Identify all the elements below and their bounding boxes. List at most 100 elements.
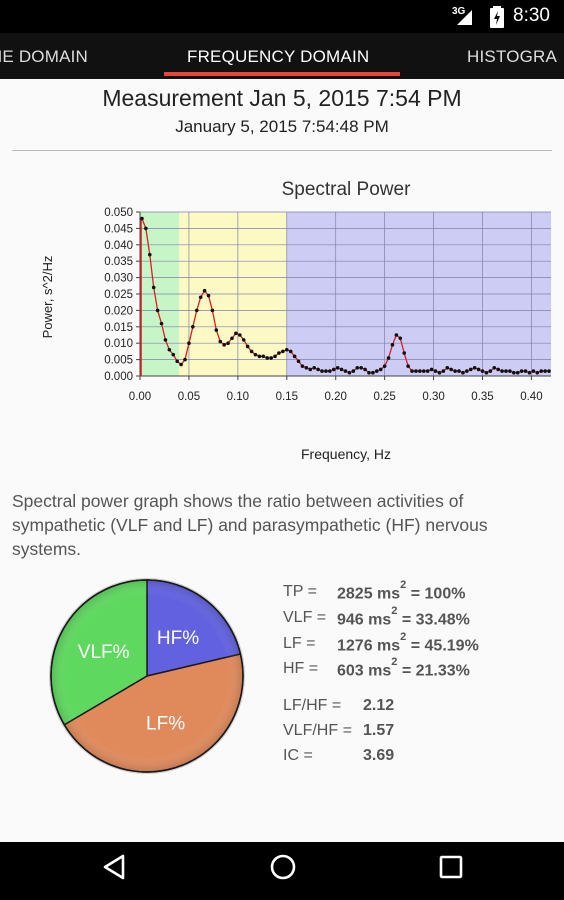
data-point: [296, 359, 301, 364]
description-text: Spectral power graph shows the ratio bet…: [12, 491, 488, 559]
data-point: [187, 341, 191, 345]
data-point: [398, 336, 403, 341]
data-point: [367, 370, 371, 375]
spectral-power-chart: Spectral Power Power, s^2/Hz Frequency, …: [40, 179, 551, 462]
y-tick-label: 0.010: [104, 338, 133, 350]
tab-histogram[interactable]: HISTOGRA: [467, 47, 558, 66]
hrv-pie-chart: HF% LF% VLF%: [49, 578, 245, 774]
data-point: [339, 367, 344, 372]
data-point: [394, 333, 399, 337]
recents-square-icon[interactable]: [437, 852, 465, 882]
data-point: [519, 369, 524, 373]
data-point: [281, 349, 285, 354]
data-point: [218, 339, 223, 344]
data-point: [328, 369, 332, 373]
data-point: [147, 252, 152, 257]
data-point: [441, 369, 446, 373]
data-point: [163, 338, 168, 342]
data-point: [543, 369, 547, 373]
data-point: [210, 308, 215, 313]
data-point: [308, 367, 313, 372]
data-point: [253, 352, 258, 357]
data-point: [191, 325, 195, 329]
navigation-bar: [0, 842, 564, 900]
data-point: [488, 369, 493, 373]
data-point: [179, 362, 183, 367]
x-tick-label: 0.00: [129, 391, 151, 403]
y-tick-label: 0.035: [104, 256, 133, 268]
x-tick-label: 0.25: [373, 391, 395, 403]
data-point: [284, 347, 289, 352]
chart-title: Spectral Power: [282, 179, 412, 200]
data-point: [375, 369, 379, 373]
data-point: [202, 288, 207, 293]
data-point: [476, 367, 481, 372]
back-triangle-icon[interactable]: [100, 852, 130, 882]
data-point: [151, 285, 156, 290]
data-point: [320, 369, 324, 373]
data-point: [492, 366, 497, 370]
tab-time-domain[interactable]: ME DOMAIN: [0, 47, 89, 66]
data-point: [249, 349, 254, 354]
y-tick-label: 0.020: [104, 305, 133, 317]
data-point: [371, 370, 375, 375]
data-point: [402, 351, 407, 355]
data-point: [206, 293, 211, 298]
data-point: [523, 369, 528, 373]
data-point: [304, 366, 309, 370]
data-point: [273, 354, 277, 359]
data-point: [382, 364, 387, 368]
data-point: [277, 351, 281, 355]
data-point: [515, 370, 520, 375]
data-point: [496, 367, 500, 372]
data-point: [230, 336, 234, 341]
data-point: [343, 369, 348, 373]
pie-label-hf: HF%: [157, 628, 199, 649]
signal-icon: [457, 10, 472, 25]
data-point: [363, 367, 367, 372]
data-point: [144, 226, 148, 231]
data-point: [472, 366, 477, 370]
y-tick-label: 0.030: [104, 273, 133, 285]
battery-charging-icon: [490, 6, 504, 28]
data-point: [425, 369, 430, 373]
data-point: [214, 328, 219, 332]
data-point: [437, 370, 442, 375]
home-circle-icon[interactable]: [268, 852, 298, 882]
data-point: [324, 369, 328, 373]
data-point: [445, 366, 450, 370]
data-point: [414, 369, 418, 373]
data-point: [410, 369, 414, 373]
x-tick-label: 0.20: [325, 391, 347, 403]
data-point: [331, 367, 336, 372]
data-point: [512, 370, 516, 375]
data-point: [531, 369, 536, 373]
content-area[interactable]: Measurement Jan 5, 2015 7:54 PM January …: [0, 79, 564, 842]
data-point: [238, 333, 242, 337]
data-point: [222, 343, 226, 347]
data-point: [378, 367, 383, 372]
data-point: [351, 369, 356, 373]
y-tick-label: 0.000: [104, 371, 133, 383]
data-point: [429, 367, 434, 372]
data-point: [183, 357, 187, 362]
data-point: [461, 370, 465, 375]
x-tick-label: 0.05: [178, 391, 200, 403]
tab-frequency-domain[interactable]: FREQUENCY DOMAIN: [187, 47, 370, 66]
data-point: [226, 341, 230, 345]
y-tick-label: 0.050: [104, 207, 133, 219]
data-point: [527, 370, 532, 375]
data-point: [386, 356, 391, 360]
chart-y-axis-label: Power, s^2/Hz: [40, 256, 55, 339]
data-point: [159, 321, 164, 326]
x-tick-label: 0.30: [422, 391, 444, 403]
data-point: [359, 366, 363, 370]
data-point: [355, 366, 360, 370]
x-tick-label: 0.35: [471, 391, 493, 403]
data-point: [335, 366, 340, 370]
data-point: [288, 349, 293, 354]
status-clock: 8:30: [513, 5, 550, 26]
tab-indicator: [164, 72, 400, 76]
pie-label-lf: LF%: [146, 713, 185, 734]
data-point: [155, 308, 160, 313]
